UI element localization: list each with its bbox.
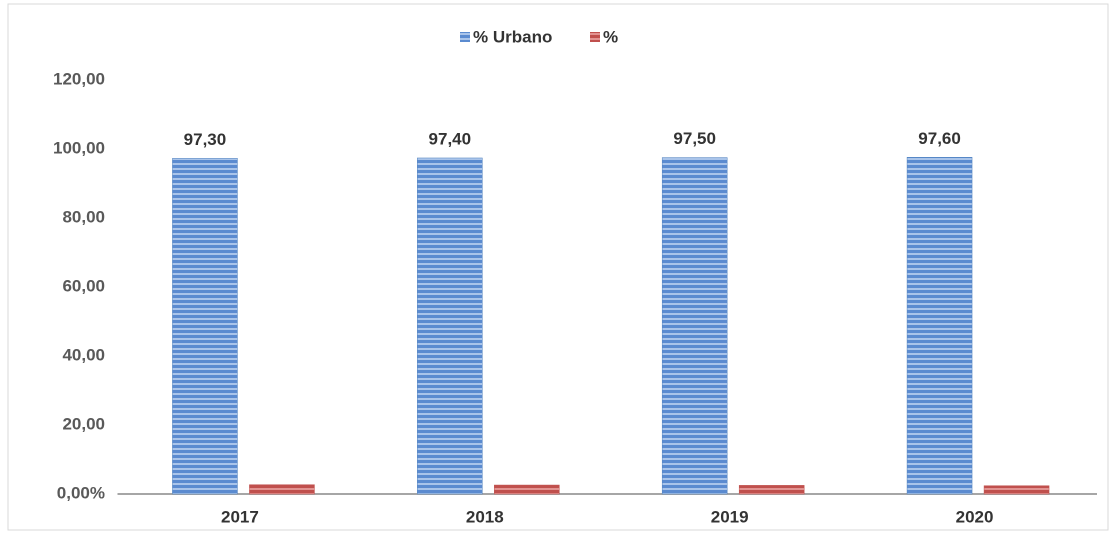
bar (983, 485, 1050, 495)
x-tick-label: 2020 (956, 507, 994, 526)
data-label: 97,60 (918, 129, 961, 148)
y-tick-label: 40,00 (62, 345, 105, 364)
y-tick-label: 20,00 (62, 414, 105, 433)
bar (417, 157, 483, 495)
legend-label: % Urbano (473, 27, 552, 46)
legend-swatch (460, 32, 470, 42)
bar (906, 157, 973, 495)
y-tick-label: 100,00 (53, 138, 105, 157)
bar (494, 484, 560, 495)
y-tick-label: 80,00 (62, 207, 105, 226)
y-tick-label: 120,00 (53, 69, 105, 88)
y-tick-label: 0,00% (57, 483, 105, 502)
y-tick-label: 60,00 (62, 276, 105, 295)
bar (249, 484, 315, 495)
x-tick-label: 2019 (711, 507, 749, 526)
chart-border (7, 3, 1109, 531)
legend-label: % (603, 27, 618, 46)
bar (172, 158, 238, 495)
data-label: 97,40 (429, 129, 472, 148)
data-label: 97,30 (184, 130, 227, 149)
x-tick-label: 2017 (221, 507, 259, 526)
x-tick-label: 2018 (466, 507, 504, 526)
legend-swatch (590, 32, 600, 42)
bar (661, 157, 728, 495)
data-label: 97,50 (673, 129, 716, 148)
bar (738, 485, 805, 495)
